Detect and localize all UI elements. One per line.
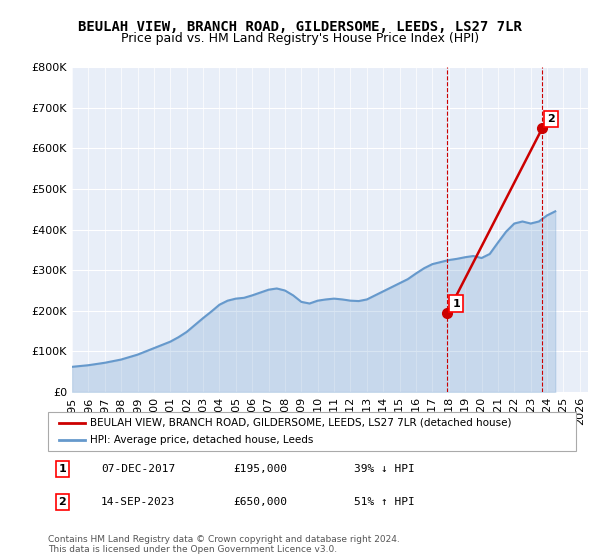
- Text: 51% ↑ HPI: 51% ↑ HPI: [354, 497, 415, 507]
- Text: 1: 1: [452, 298, 460, 309]
- Text: £650,000: £650,000: [233, 497, 287, 507]
- Text: 2: 2: [547, 114, 555, 124]
- Text: BEULAH VIEW, BRANCH ROAD, GILDERSOME, LEEDS, LS27 7LR: BEULAH VIEW, BRANCH ROAD, GILDERSOME, LE…: [78, 20, 522, 34]
- Text: £195,000: £195,000: [233, 464, 287, 474]
- Text: 1: 1: [59, 464, 67, 474]
- Text: 14-SEP-2023: 14-SEP-2023: [101, 497, 175, 507]
- Text: 07-DEC-2017: 07-DEC-2017: [101, 464, 175, 474]
- Text: HPI: Average price, detached house, Leeds: HPI: Average price, detached house, Leed…: [90, 435, 314, 445]
- Text: BEULAH VIEW, BRANCH ROAD, GILDERSOME, LEEDS, LS27 7LR (detached house): BEULAH VIEW, BRANCH ROAD, GILDERSOME, LE…: [90, 418, 512, 428]
- Text: Price paid vs. HM Land Registry's House Price Index (HPI): Price paid vs. HM Land Registry's House …: [121, 32, 479, 45]
- FancyBboxPatch shape: [48, 412, 576, 451]
- Text: 39% ↓ HPI: 39% ↓ HPI: [354, 464, 415, 474]
- Text: Contains HM Land Registry data © Crown copyright and database right 2024.
This d: Contains HM Land Registry data © Crown c…: [48, 535, 400, 554]
- Text: 2: 2: [59, 497, 67, 507]
